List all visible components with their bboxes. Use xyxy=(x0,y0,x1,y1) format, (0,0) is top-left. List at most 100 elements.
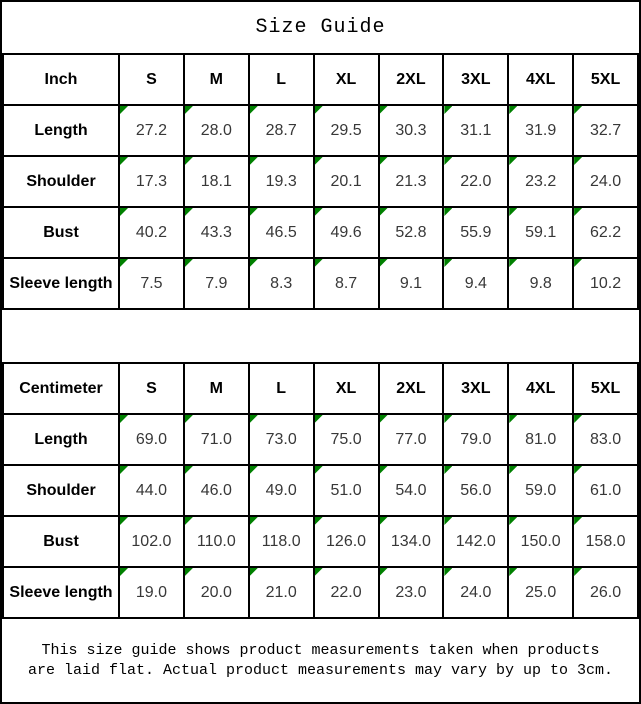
cell-corner-marker-icon xyxy=(510,518,518,525)
measurement-value-cell: 19.3 xyxy=(247,155,315,208)
cell-corner-marker-icon xyxy=(315,107,323,114)
measurement-value: 7.9 xyxy=(205,274,228,292)
measurement-value: 56.0 xyxy=(460,481,492,499)
measurement-label-cell: Sleeve length xyxy=(2,566,120,619)
size-header-cell: M xyxy=(182,362,250,415)
cell-corner-marker-icon xyxy=(575,158,583,165)
measurement-value-cell: 52.8 xyxy=(377,206,445,259)
cell-corner-marker-icon xyxy=(445,518,453,525)
measurement-value: 23.2 xyxy=(525,172,557,190)
table-row: Shoulder 17.3 18.1 19.3 20.1 21.3 22.0 23.2 24.0 xyxy=(2,155,639,208)
measurement-value: 126.0 xyxy=(326,532,367,550)
cell-corner-marker-icon xyxy=(510,569,518,576)
measurement-value: 9.4 xyxy=(464,274,487,292)
measurement-value: 134.0 xyxy=(390,532,431,550)
cell-corner-marker-icon xyxy=(575,209,583,216)
measurement-value: 52.8 xyxy=(395,223,427,241)
measurement-value: 142.0 xyxy=(455,532,496,550)
cell-corner-marker-icon xyxy=(380,260,388,267)
measurement-value: 49.0 xyxy=(265,481,297,499)
measurement-value: 158.0 xyxy=(585,532,626,550)
measurement-value: 27.2 xyxy=(135,121,167,139)
cell-corner-marker-icon xyxy=(445,209,453,216)
measurement-value: 62.2 xyxy=(589,223,622,241)
measurement-value-cell: 62.2 xyxy=(572,206,639,259)
page-title-text: Size Guide xyxy=(255,16,386,39)
measurement-value: 71.0 xyxy=(200,430,232,448)
cell-corner-marker-icon xyxy=(575,107,583,114)
cell-corner-marker-icon xyxy=(445,158,453,165)
measurement-value: 79.0 xyxy=(460,430,492,448)
measurement-value-cell: 46.5 xyxy=(247,206,315,259)
measurement-value-cell: 24.0 xyxy=(572,155,639,208)
cell-corner-marker-icon xyxy=(510,107,518,114)
measurement-value: 20.0 xyxy=(200,583,232,601)
table-row: Sleeve length 19.0 20.0 21.0 22.0 23.0 24.0 25.… xyxy=(2,566,639,619)
measurement-value-cell: 24.0 xyxy=(442,566,510,619)
cell-corner-marker-icon xyxy=(185,260,193,267)
measurement-label-cell: Length xyxy=(2,413,120,466)
measurement-value-cell: 9.4 xyxy=(442,257,510,310)
measurement-value: 9.1 xyxy=(399,274,423,292)
measurement-value: 59.1 xyxy=(525,223,557,241)
table-row: Bust 102.0 110.0 118.0 126.0 134.0 142.0 150.0 1… xyxy=(2,515,639,568)
size-header-cell: S xyxy=(118,53,185,106)
inch-size-table: Inch S M L XL 2XL 3XL 4XL 5XL Length 27.2 28.0 28.7 2… xyxy=(2,53,639,310)
size-header-cell: XL xyxy=(312,362,380,415)
measurement-value-cell: 20.1 xyxy=(312,155,380,208)
measurement-value: 8.3 xyxy=(270,274,293,292)
cell-corner-marker-icon xyxy=(575,467,583,474)
measurement-value: 24.0 xyxy=(589,172,622,190)
measurement-value: 75.0 xyxy=(330,430,362,448)
footer-note-line2: are laid flat. Actual product measuremen… xyxy=(27,661,614,679)
measurement-value: 73.0 xyxy=(265,430,297,448)
size-header-cell: 5XL xyxy=(572,362,639,415)
measurement-value-cell: 142.0 xyxy=(442,515,510,568)
measurement-label-cell: Length xyxy=(2,104,120,157)
measurement-value: 110.0 xyxy=(196,532,236,550)
measurement-value-cell: 22.0 xyxy=(442,155,510,208)
measurement-value-cell: 59.0 xyxy=(507,464,575,517)
measurement-value: 24.0 xyxy=(460,583,492,601)
cell-corner-marker-icon xyxy=(510,416,518,423)
measurement-value-cell: 51.0 xyxy=(312,464,380,517)
cell-corner-marker-icon xyxy=(380,158,388,165)
cell-corner-marker-icon xyxy=(575,416,583,423)
measurement-value-cell: 126.0 xyxy=(312,515,380,568)
cell-corner-marker-icon xyxy=(250,416,258,423)
cell-corner-marker-icon xyxy=(380,209,388,216)
table-row: Bust 40.2 43.3 46.5 49.6 52.8 55.9 59.1 62.2 xyxy=(2,206,639,259)
cell-corner-marker-icon xyxy=(120,467,128,474)
measurement-value-cell: 21.0 xyxy=(247,566,315,619)
measurement-value: 20.1 xyxy=(330,172,362,190)
cell-corner-marker-icon xyxy=(315,467,323,474)
cell-corner-marker-icon xyxy=(445,569,453,576)
cell-corner-marker-icon xyxy=(120,209,128,216)
measurement-value-cell: 8.3 xyxy=(247,257,315,310)
cell-corner-marker-icon xyxy=(185,518,193,525)
size-header-row: Inch S M L XL 2XL 3XL 4XL 5XL xyxy=(2,53,639,106)
measurement-value-cell: 30.3 xyxy=(377,104,445,157)
measurement-value-cell: 25.0 xyxy=(507,566,575,619)
measurement-value-cell: 9.8 xyxy=(507,257,575,310)
measurement-value-cell: 55.9 xyxy=(442,206,510,259)
measurement-value: 46.0 xyxy=(200,481,232,499)
cell-corner-marker-icon xyxy=(185,107,193,114)
size-header-cell: 2XL xyxy=(377,53,445,106)
cell-corner-marker-icon xyxy=(250,518,258,525)
measurement-value: 7.5 xyxy=(140,274,163,292)
table-row: Shoulder 44.0 46.0 49.0 51.0 54.0 56.0 59.0 61.0 xyxy=(2,464,639,517)
measurement-value-cell: 9.1 xyxy=(377,257,445,310)
size-header-cell: 3XL xyxy=(442,362,510,415)
measurement-label-cell: Bust xyxy=(2,206,120,259)
measurement-value: 54.0 xyxy=(395,481,427,499)
measurement-value-cell: 46.0 xyxy=(182,464,250,517)
measurement-value: 19.0 xyxy=(135,583,167,601)
cell-corner-marker-icon xyxy=(120,158,128,165)
size-header-row: Centimeter S M L XL 2XL 3XL 4XL 5XL xyxy=(2,362,639,415)
measurement-value-cell: 59.1 xyxy=(507,206,575,259)
cell-corner-marker-icon xyxy=(315,260,323,267)
measurement-value: 17.3 xyxy=(135,172,167,190)
measurement-value-cell: 158.0 xyxy=(572,515,639,568)
